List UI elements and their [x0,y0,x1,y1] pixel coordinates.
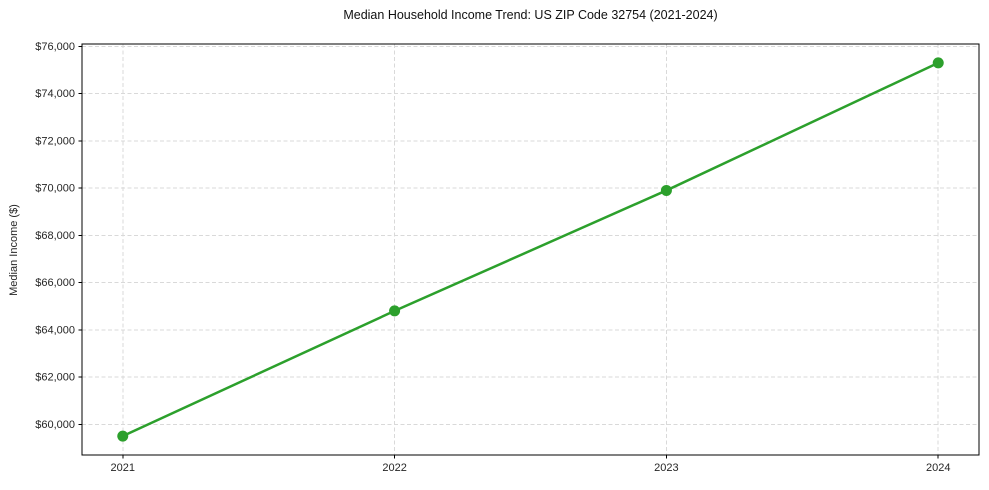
y-tick-label: $62,000 [35,372,75,384]
y-tick-label: $66,000 [35,277,75,289]
data-point-marker [660,184,672,196]
x-tick-label: 2021 [111,462,135,474]
x-tick-label: 2023 [654,462,678,474]
chart-title: Median Household Income Trend: US ZIP Co… [343,8,718,22]
y-tick-label: $64,000 [35,324,75,336]
y-tick-label: $72,000 [35,135,75,147]
data-point-marker [932,57,944,69]
y-tick-label: $68,000 [35,230,75,242]
data-point-marker [117,430,129,442]
x-tick-label: 2024 [926,462,950,474]
y-tick-label: $70,000 [35,183,75,195]
x-tick-label: 2022 [382,462,406,474]
y-tick-label: $76,000 [35,41,75,53]
y-tick-label: $74,000 [35,88,75,100]
y-tick-label: $60,000 [35,419,75,431]
trend-line [121,61,940,438]
data-point-marker [389,305,401,317]
plot-border [81,43,980,456]
